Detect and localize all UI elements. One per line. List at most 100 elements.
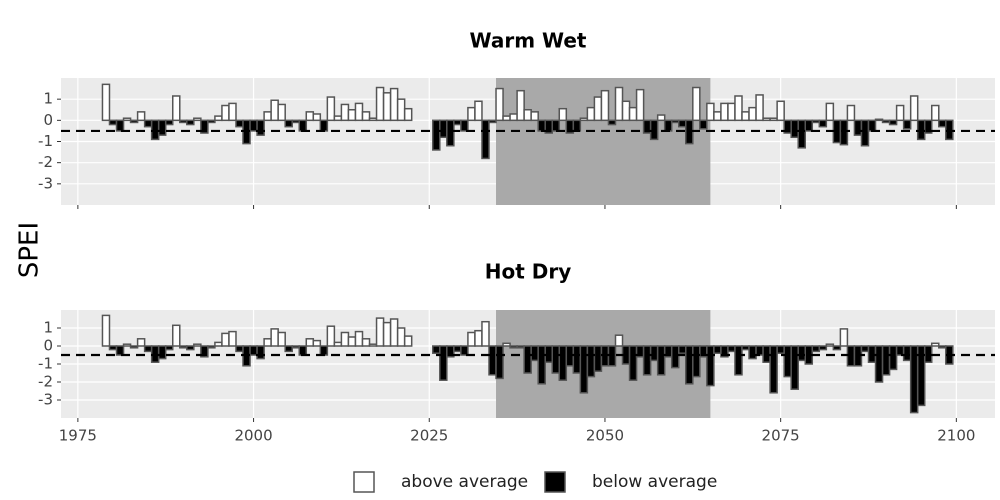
bar <box>249 345 258 356</box>
bar <box>677 345 687 354</box>
bar <box>129 345 139 349</box>
bar <box>860 345 870 353</box>
bar <box>720 102 729 122</box>
bar <box>291 119 300 124</box>
bar <box>467 106 476 122</box>
panel-title: Hot Dry <box>485 260 572 284</box>
bar <box>586 106 596 122</box>
bar <box>368 117 378 122</box>
bar <box>193 117 202 122</box>
bar <box>853 119 863 136</box>
bar <box>249 119 258 132</box>
bar <box>474 100 483 122</box>
bar <box>333 115 343 122</box>
bar <box>523 345 532 374</box>
bar <box>839 328 849 347</box>
bar <box>614 334 624 347</box>
bar <box>340 331 350 347</box>
bar <box>677 119 687 128</box>
bar <box>895 345 905 356</box>
bar <box>839 119 849 146</box>
bar <box>811 119 821 124</box>
bar <box>179 345 188 349</box>
bar <box>649 345 659 362</box>
bar <box>846 104 856 122</box>
bar <box>804 119 814 132</box>
x-tick-label: 2100 <box>937 427 975 445</box>
bar <box>382 92 392 122</box>
bar <box>530 111 539 122</box>
bar <box>790 345 799 390</box>
panel-title: Warm Wet <box>470 29 587 53</box>
bar <box>122 117 132 122</box>
bar <box>143 345 153 353</box>
bar <box>375 86 385 122</box>
bar <box>298 345 308 356</box>
bar <box>221 332 230 347</box>
bar <box>663 119 673 132</box>
bar <box>488 345 497 376</box>
bar <box>361 338 371 347</box>
legend-label: above average <box>401 472 528 492</box>
bar <box>375 317 385 347</box>
bar <box>446 119 455 147</box>
bar <box>277 103 286 122</box>
bar <box>734 95 743 122</box>
bar <box>228 330 237 347</box>
bar <box>347 336 357 347</box>
bar <box>186 345 195 351</box>
bar <box>551 345 561 374</box>
bar <box>762 117 771 122</box>
bar <box>193 343 202 347</box>
bar <box>186 119 195 126</box>
bar <box>734 345 743 376</box>
bar <box>670 345 680 369</box>
bar <box>923 119 933 134</box>
bar <box>354 330 364 347</box>
bar <box>333 341 343 347</box>
bar <box>790 119 799 139</box>
bar <box>326 325 336 347</box>
bar <box>902 345 912 362</box>
bar <box>614 86 624 122</box>
y-tick-label: 0 <box>43 111 53 129</box>
bar <box>270 328 279 347</box>
bar <box>776 100 785 122</box>
bar <box>930 104 940 122</box>
bar <box>938 119 947 128</box>
bar <box>115 345 125 356</box>
y-tick-label: -3 <box>38 174 53 192</box>
bar <box>368 343 378 347</box>
legend-swatch <box>544 471 566 493</box>
bar <box>235 345 244 353</box>
bar <box>164 119 174 126</box>
bar <box>706 102 715 122</box>
bar <box>502 342 511 347</box>
bar <box>706 345 715 387</box>
bar <box>312 339 322 347</box>
bar <box>439 119 448 139</box>
bar <box>291 345 300 349</box>
bar <box>389 318 399 347</box>
bar <box>748 345 757 360</box>
bar <box>685 345 694 385</box>
bar <box>432 119 441 151</box>
bar <box>593 345 603 372</box>
bar <box>888 119 898 126</box>
bar <box>319 119 329 132</box>
bar <box>263 111 272 122</box>
bar <box>713 111 722 122</box>
bar <box>769 117 778 122</box>
bar <box>537 345 546 385</box>
bar <box>832 345 842 351</box>
bar <box>396 327 406 347</box>
bar <box>157 119 167 136</box>
bar <box>825 343 835 347</box>
y-tick-label: 1 <box>43 319 53 337</box>
bar <box>628 345 638 381</box>
bar <box>284 345 293 353</box>
bar <box>923 345 933 363</box>
bar <box>860 119 870 147</box>
bar <box>396 98 406 122</box>
bar <box>748 106 757 122</box>
